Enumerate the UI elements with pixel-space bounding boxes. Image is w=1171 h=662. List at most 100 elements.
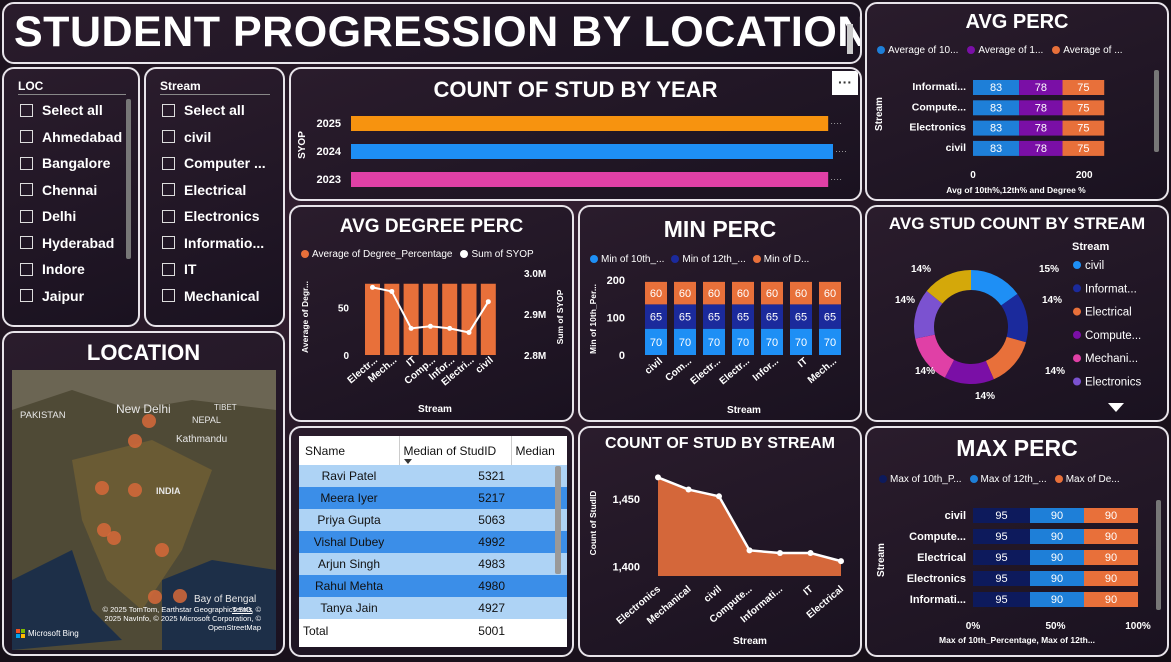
stream-slicer-item[interactable]: Electrical (162, 182, 246, 198)
min-perc-xlabel: Stream (727, 405, 761, 416)
min-perc-bar (645, 281, 667, 305)
min-perc-data-label: 70 (737, 337, 749, 349)
legend-label: Average of Degree_Percentage (312, 249, 453, 260)
location-map[interactable]: PAKISTAN New Delhi NEPAL Kathmandu TIBET INDI… (12, 370, 276, 650)
max-perc-data-label: 90 (1051, 552, 1063, 564)
checkbox[interactable] (162, 156, 175, 170)
avg-perc-xlabel: Avg of 10th%,12th% and Degree % (946, 185, 1086, 195)
location-panel[interactable]: LOCATION PAKISTAN New Delhi NEPAL Kathmandu… (2, 331, 285, 656)
checkbox[interactable] (162, 209, 175, 223)
checkbox[interactable] (162, 262, 175, 276)
avg-perc-bar (973, 120, 1020, 136)
legend-marker-icon (877, 46, 885, 55)
stream-slicer-item[interactable]: Electronics (162, 208, 259, 224)
loc-slicer-item[interactable]: Select all (20, 102, 103, 118)
avg-perc-bar (1019, 80, 1063, 95)
avg-perc-panel[interactable]: AVG PERC Average of 10... Average of 1...… (865, 2, 1169, 201)
checkbox[interactable] (162, 183, 175, 196)
checkbox[interactable] (20, 156, 33, 170)
col-sname[interactable]: SName (299, 436, 400, 465)
min-perc-data-label: 70 (824, 337, 836, 349)
cell-sname: Ravi Patel (321, 469, 377, 483)
stream-slicer-item[interactable]: Computer ... (162, 155, 266, 171)
table-row[interactable]: Rahul Mehta 4980 (299, 575, 567, 597)
checkbox[interactable] (20, 289, 33, 302)
avg-perc-legend-item[interactable]: Average of 10... (877, 45, 958, 56)
avg-degree-legend: Average of Degree_Percentage Sum of SYOP (301, 249, 534, 260)
checkbox[interactable] (162, 289, 175, 302)
min-perc-category-label: civil (643, 356, 665, 377)
avg-perc-legend-item[interactable]: Average of ... (1052, 45, 1123, 56)
stud-by-stream-panel[interactable]: AVG STUD COUNT BY STREAM 15% 14% 14% 14% 14%… (865, 205, 1169, 422)
loc-slicer-item[interactable]: Ahmedabad (20, 129, 122, 145)
table-row[interactable]: Vishal Dubey 4992 (299, 531, 567, 553)
min-perc-title: MIN PERC (663, 216, 777, 242)
col-median[interactable]: Median (515, 443, 555, 458)
count-by-year-panel[interactable]: COUNT OF STUD BY YEAR ··· SYOP 2025 ···· 20… (289, 67, 862, 201)
avg-degree-legend-item[interactable]: Sum of SYOP (460, 249, 534, 260)
table-row[interactable]: Meera Iyer 5217 (299, 487, 567, 509)
min-perc-data-label: 60 (795, 288, 807, 300)
donut-legend-marker-icon (1073, 261, 1081, 269)
loc-slicer-item[interactable]: Hyderabad (20, 235, 114, 251)
year-tick-label: 2024 (317, 146, 342, 158)
table-row[interactable]: Ravi Patel 5321 (299, 465, 567, 487)
total-median (511, 619, 567, 643)
table-row[interactable]: Tanya Jain 4927 (299, 597, 567, 619)
student-table[interactable]: SName Median of StudID Median Ravi Patel… (299, 436, 567, 643)
min-perc-legend-item[interactable]: Min of 12th_... (671, 254, 746, 265)
table-scrollbar[interactable] (555, 466, 561, 574)
checkbox[interactable] (20, 130, 33, 143)
loc-slicer-item[interactable]: Bangalore (20, 155, 110, 171)
table-row[interactable]: Arjun Singh 4983 (299, 553, 567, 575)
checkbox[interactable] (20, 183, 33, 196)
stream-slicer[interactable]: Stream Select all civil Computer ... Electr… (144, 67, 285, 327)
loc-slicer-item[interactable]: Indore (20, 261, 85, 277)
map-terms-link[interactable]: Terms (232, 605, 253, 614)
avg-perc-legend-item[interactable]: Average of 1... (967, 45, 1043, 56)
checkbox[interactable] (20, 262, 33, 276)
checkbox[interactable] (162, 103, 175, 117)
table-panel[interactable]: SName Median of StudID Median Ravi Patel… (289, 426, 574, 657)
checkbox[interactable] (162, 130, 175, 143)
max-perc-scrollbar[interactable] (1156, 500, 1161, 610)
legend-marker-icon (460, 250, 469, 259)
max-perc-legend-item[interactable]: Max of De... (1054, 474, 1120, 485)
legend-marker-icon (301, 250, 309, 259)
checkbox[interactable] (20, 209, 33, 223)
stream-slicer-item[interactable]: Mechanical (162, 288, 259, 304)
min-perc-legend-item[interactable]: Min of D... (752, 254, 809, 265)
count-by-stream-point (838, 558, 844, 565)
stream-slicer-item[interactable]: Informatio... (162, 235, 264, 251)
stream-slicer-item[interactable]: Select all (162, 102, 245, 118)
max-perc-legend-item[interactable]: Max of 12th_... (969, 474, 1047, 485)
min-perc-chart: Min of 10th_Per... 200 100 0 70 65 60 civil 70 65… (588, 275, 841, 416)
sort-desc-icon[interactable] (403, 459, 412, 464)
loc-scrollbar[interactable] (126, 99, 131, 259)
min-perc-panel[interactable]: MIN PERC Min of 10th_... Min of 12th_... M… (578, 205, 862, 422)
avg-perc-category-label: Compute... (912, 101, 966, 113)
loc-slicer-item[interactable]: Chennai (20, 182, 97, 198)
more-options-button[interactable]: ··· (832, 71, 858, 95)
max-perc-legend-item[interactable]: Max of 10th_P... (879, 474, 962, 485)
legend-label: Average of 1... (978, 45, 1044, 56)
min-perc-legend-item[interactable]: Min of 10th_... (590, 254, 664, 265)
col-median-studid[interactable]: Median of StudID (399, 436, 512, 465)
loc-slicer-item[interactable]: Jaipur (20, 288, 84, 304)
loc-slicer-item[interactable]: Delhi (20, 208, 76, 224)
count-by-stream-panel[interactable]: COUNT OF STUD BY STREAM Count of StudID 1… (578, 426, 862, 657)
cell-median-studid: 4980 (478, 579, 505, 593)
checkbox[interactable] (20, 103, 33, 117)
stream-slicer-item[interactable]: IT (162, 261, 196, 277)
avg-degree-legend-item[interactable]: Average of Degree_Percentage (301, 249, 452, 260)
avg-perc-scrollbar[interactable] (1154, 70, 1159, 152)
checkbox[interactable] (20, 236, 33, 249)
legend-scroll-down-icon[interactable] (1108, 403, 1124, 412)
stream-slicer-item[interactable]: civil (162, 129, 211, 145)
avg-degree-panel[interactable]: AVG DEGREE PERC Average of Degree_Percen… (289, 205, 574, 422)
max-perc-panel[interactable]: MAX PERC Max of 10th_P... Max of 12th_...… (865, 426, 1169, 657)
table-row[interactable]: Priya Gupta 5063 (299, 509, 567, 531)
checkbox[interactable] (162, 236, 175, 249)
loc-slicer[interactable]: LOC Select all Ahmedabad Bangalore Chennai D… (2, 67, 140, 327)
min-perc-bar (761, 281, 783, 305)
